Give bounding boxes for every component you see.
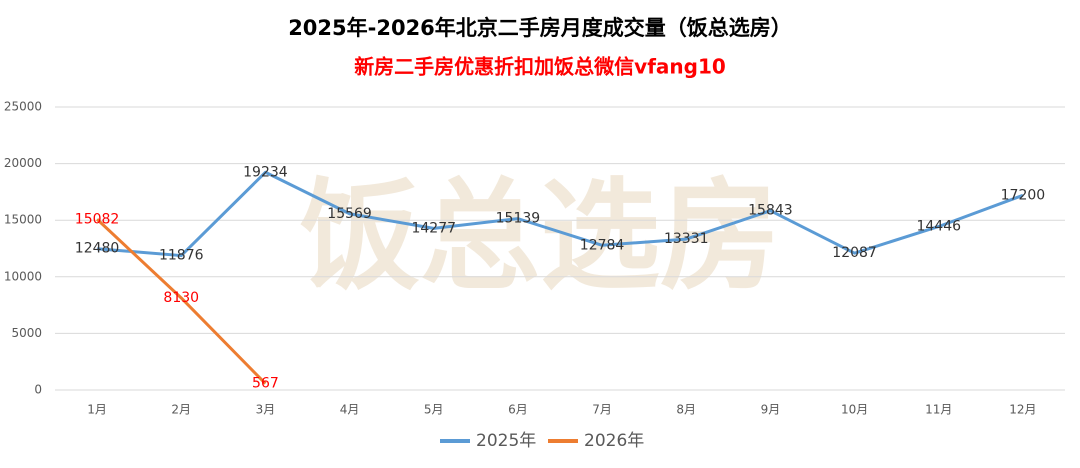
data-label: 567 [252,376,279,392]
x-tick-label: 11月 [925,403,952,417]
data-label: 12480 [75,241,120,257]
y-tick-label: 10000 [4,269,42,283]
y-tick-label: 0 [34,383,42,397]
legend-label: 2026年 [584,431,644,451]
data-label: 14277 [411,220,456,236]
y-tick-label: 25000 [4,100,42,114]
data-label: 14446 [916,218,961,234]
x-tick-label: 6月 [508,403,528,417]
data-label: 17200 [1001,187,1046,203]
data-label: 19234 [243,164,288,180]
data-label: 13331 [664,231,709,247]
x-tick-label: 10月 [841,403,868,417]
data-label: 8130 [163,290,199,306]
x-tick-label: 4月 [340,403,360,417]
data-label: 11876 [159,248,204,264]
chart-title: 2025年-2026年北京二手房月度成交量（饭总选房） [288,16,792,40]
y-tick-label: 15000 [4,213,42,227]
legend-label: 2025年 [476,431,536,451]
data-label: 15082 [75,211,120,227]
x-tick-label: 12月 [1009,403,1036,417]
data-label: 12087 [832,245,877,261]
y-tick-label: 5000 [11,326,42,340]
watermark: 饭总选房 [300,168,780,307]
x-tick-label: 3月 [256,403,276,417]
x-tick-label: 9月 [761,403,781,417]
data-label: 15139 [496,211,541,227]
series-line [96,170,1024,258]
x-tick-label: 1月 [87,403,107,417]
x-tick-label: 2月 [171,403,191,417]
x-tick-label: 8月 [676,403,696,417]
series-line [96,218,267,385]
data-label: 15843 [748,203,793,219]
data-label: 12784 [580,237,625,253]
x-tick-label: 7月 [592,403,612,417]
x-tick-label: 5月 [424,403,444,417]
chart-subtitle: 新房二手房优惠折扣加饭总微信vfang10 [354,55,726,79]
data-label: 15569 [327,206,372,222]
y-tick-label: 20000 [4,156,42,170]
